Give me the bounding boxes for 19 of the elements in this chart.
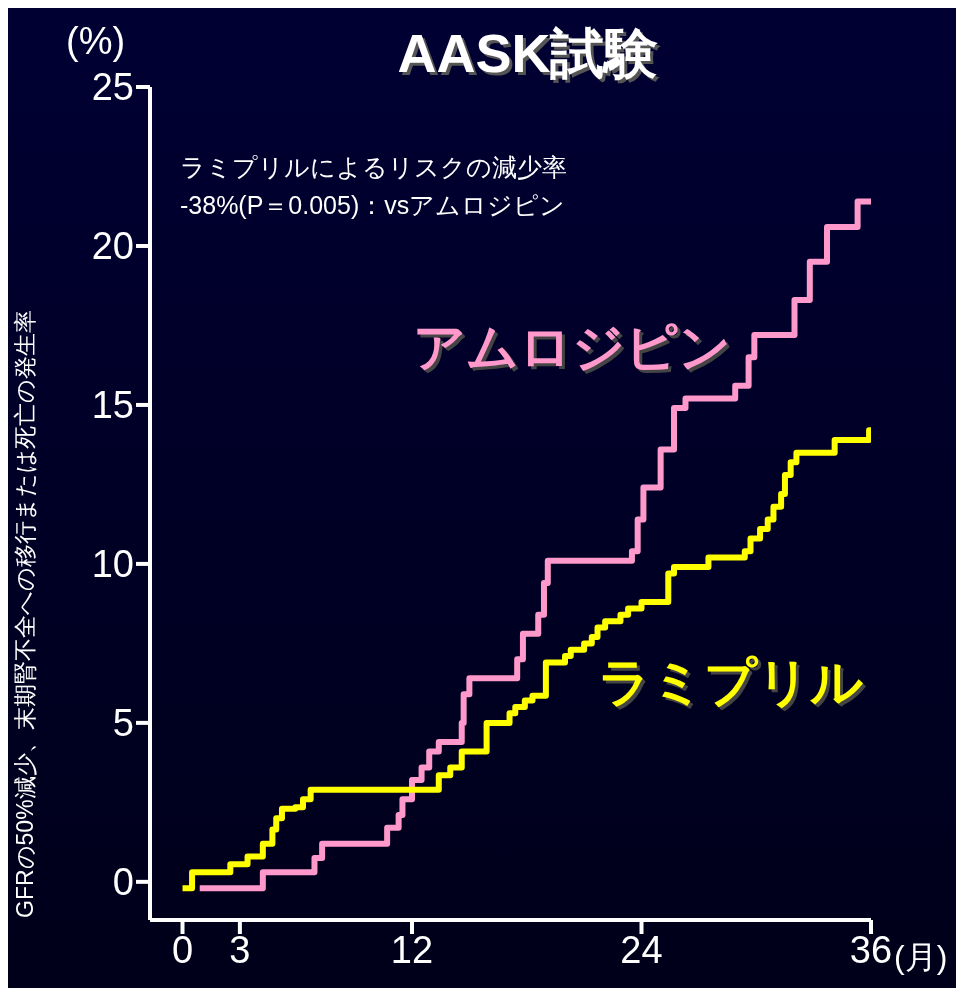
- series-label: アムロジピン: [413, 317, 731, 378]
- y-tick-label: 20: [91, 225, 134, 268]
- y-tick-label: 15: [91, 384, 134, 427]
- chart-title: AASK試験: [397, 23, 659, 83]
- x-tick-label: 0: [171, 928, 194, 971]
- x-tick-label: 24: [620, 928, 663, 971]
- annotation: ラミプリルによるリスクの減少率: [180, 152, 567, 183]
- annotation: -38%(P＝0.005)：vsアムロジピン: [180, 190, 567, 221]
- x-axis-title: (月): [894, 938, 948, 977]
- y-tick-label: 10: [91, 543, 134, 586]
- y-tick-label: 0: [112, 861, 134, 904]
- text: (%): [66, 20, 126, 63]
- y-tick-label: 25: [91, 66, 134, 109]
- x-tick-label: 12: [390, 928, 434, 971]
- x-tick-label: 3: [229, 928, 251, 971]
- y-axis-title: GFRの50%減少、末期腎不全への移行または死亡の発生率: [11, 310, 39, 918]
- x-tick-label: 36: [849, 928, 893, 971]
- y-tick-label: 5: [112, 702, 134, 745]
- series-label: ラミプリル: [598, 652, 863, 713]
